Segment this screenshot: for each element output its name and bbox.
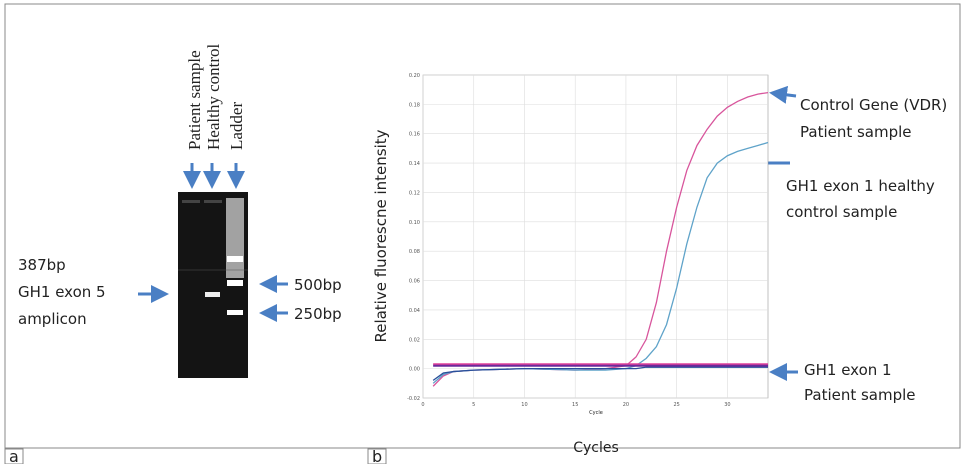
y-tick-label: 0.12: [409, 190, 420, 196]
ladder-label: 250bp: [294, 305, 342, 323]
y-tick-label: 0.02: [409, 337, 420, 343]
x-tick-label: 25: [673, 402, 679, 408]
y-tick-label: 0.18: [409, 102, 420, 108]
annotation: GH1 exon 1: [804, 361, 892, 379]
lane-label: Healthy control: [204, 44, 223, 150]
y-tick-label: 0.04: [409, 308, 420, 314]
band: [227, 256, 243, 262]
band: [227, 310, 243, 315]
lane-label: Patient sample: [185, 50, 204, 150]
annotation: Patient sample: [804, 386, 916, 404]
y-tick-label: 0.16: [409, 132, 420, 138]
panel-label: b: [372, 447, 382, 464]
x-tick-label: 0: [421, 402, 424, 408]
y-tick-label: 0.06: [409, 279, 420, 285]
x-tick-label: 10: [521, 402, 527, 408]
x-tick-label: 5: [472, 402, 475, 408]
x-tick-label: 30: [724, 402, 730, 408]
annotation: control sample: [786, 203, 897, 221]
band-label: amplicon: [18, 310, 87, 328]
y-tick-label: 0.08: [409, 249, 420, 255]
ladder-smear: [226, 198, 244, 278]
arrow: [772, 93, 796, 96]
lane-label: Ladder: [227, 102, 246, 150]
y-tick-label: 0.00: [409, 367, 420, 373]
ladder-label: 500bp: [294, 276, 342, 294]
band: [227, 280, 243, 286]
y-axis-title: Relative fluorescne intensity: [372, 129, 390, 342]
plot-area: [423, 75, 768, 398]
figure: Patient sample Healthy control Ladder 38…: [0, 0, 965, 464]
band-label: GH1 exon 5: [18, 283, 106, 301]
panel-label: a: [9, 447, 19, 464]
plot: -0.02 0.00 0.02 0.04 0.06 0.08 0.10 0.12 0.14 0.1…: [407, 73, 768, 408]
band-label: 387bp: [18, 256, 66, 274]
well: [204, 200, 222, 203]
band: [205, 292, 220, 297]
annotation: Patient sample: [800, 123, 912, 141]
well: [182, 200, 200, 203]
annotation: Control Gene (VDR): [800, 96, 947, 114]
x-caption: Cycle: [589, 410, 603, 416]
x-axis-title: Cycles: [573, 440, 619, 456]
x-tick-label: 20: [623, 402, 629, 408]
annotation: GH1 exon 1 healthy: [786, 177, 935, 195]
y-tick-label: 0.14: [409, 161, 420, 167]
y-tick-label: 0.10: [409, 220, 420, 226]
x-tick-label: 15: [572, 402, 578, 408]
y-tick-label: 0.20: [409, 73, 420, 79]
y-tick-label: -0.02: [407, 396, 420, 402]
